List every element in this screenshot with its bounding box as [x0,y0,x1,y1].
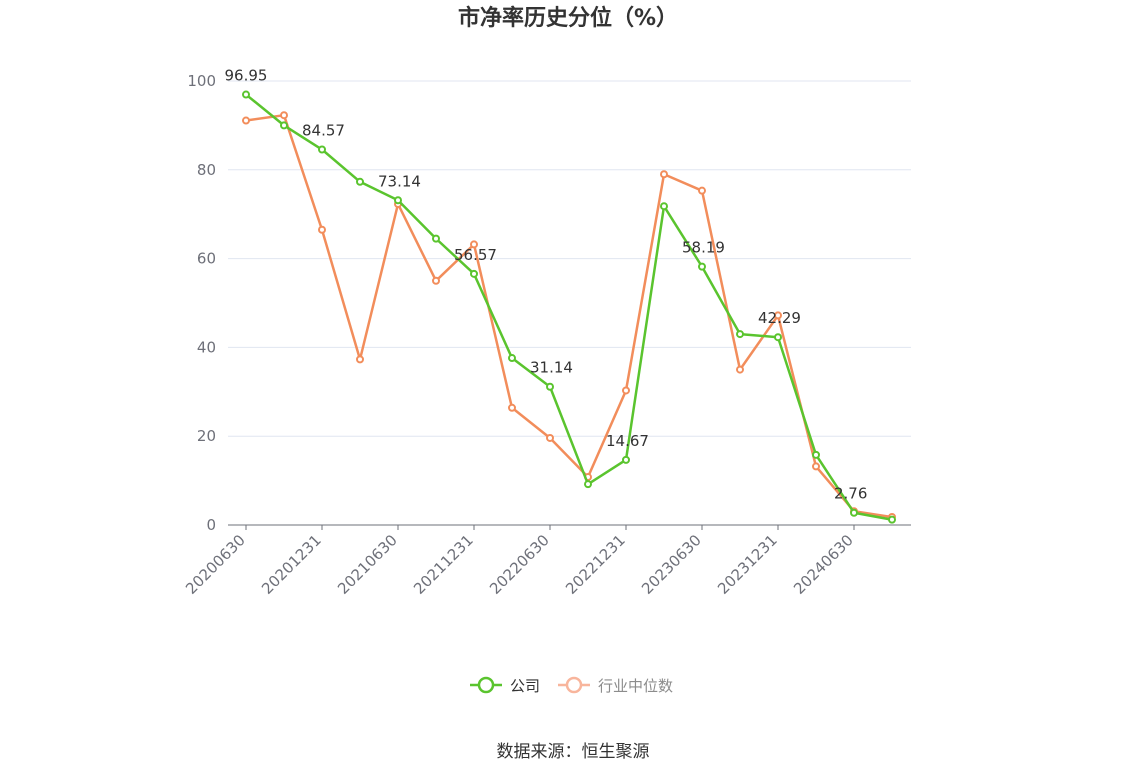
y-tick-label: 100 [187,72,216,90]
data-point [432,276,440,285]
data-point [432,234,440,243]
y-axis: 0 20 40 60 80 100 [187,72,216,534]
data-point [812,450,820,459]
series-layer [242,90,896,524]
data-point [660,170,668,179]
data-source: 数据来源：恒生聚源 [497,742,650,762]
data-label: 42.29 [758,309,801,327]
legend-marker-icon [477,676,495,694]
data-point [508,354,516,363]
legend-marker-icon [565,676,583,694]
data-point [774,311,782,320]
data-point [850,508,858,517]
data-label: 96.95 [225,67,268,85]
x-tick-label: 20200630 [182,531,249,598]
data-point [736,330,744,339]
x-tick-label: 20220630 [486,531,553,598]
x-axis: 20200630 20201231 20210630 20211231 20220630… [182,524,911,598]
data-point [546,382,554,391]
data-point [356,355,364,364]
grid-lines [228,80,911,437]
data-point [318,145,326,154]
data-point [470,269,478,278]
x-tick-label: 20210630 [334,531,401,598]
series-line-0 [245,93,893,521]
data-point [698,262,706,271]
y-tick-label: 40 [197,338,216,356]
chart-title: 市净率历史分位（%） [458,5,678,31]
x-tick-label: 20201231 [258,531,325,598]
data-point [356,177,364,186]
legend-item-1[interactable]: 行业中位数 [558,676,673,695]
data-label: 31.14 [530,359,573,377]
data-label: 14.67 [606,432,649,450]
x-tick-label: 20211231 [410,531,477,598]
data-label: 84.57 [302,122,345,140]
data-point [318,225,326,234]
data-point [698,186,706,195]
data-point [888,515,896,524]
x-tick-label: 20221231 [562,531,629,598]
data-point [584,480,592,489]
y-tick-label: 0 [206,516,216,534]
legend-label: 公司 [510,677,540,695]
y-tick-label: 60 [197,250,216,268]
legend: 公司 行业中位数 [470,676,673,695]
data-point [622,455,630,464]
y-tick-label: 20 [197,427,216,445]
data-label: 73.14 [378,172,421,190]
x-tick-label: 20231231 [714,531,781,598]
series-line-1 [245,113,893,519]
y-tick-label: 80 [197,161,216,179]
data-point [660,202,668,211]
x-tick-label: 20240630 [790,531,857,598]
x-tick-label: 20230630 [638,531,705,598]
data-label: 2.76 [834,485,867,503]
data-point [242,116,250,125]
data-point [280,121,288,130]
data-point [812,462,820,471]
data-point [622,386,630,395]
data-point [546,433,554,442]
data-label: 58.19 [682,239,725,257]
legend-label: 行业中位数 [598,677,673,695]
data-point [394,196,402,205]
data-point [736,365,744,374]
data-point [280,111,288,120]
data-point [508,403,516,412]
data-point [774,333,782,342]
data-point [242,90,250,99]
data-point [470,240,478,249]
data-labels: 96.95 84.57 73.14 56.57 31.14 14.67 58.19 42.29… [225,67,868,503]
legend-item-0[interactable]: 公司 [470,676,540,695]
data-label: 56.57 [454,246,497,264]
